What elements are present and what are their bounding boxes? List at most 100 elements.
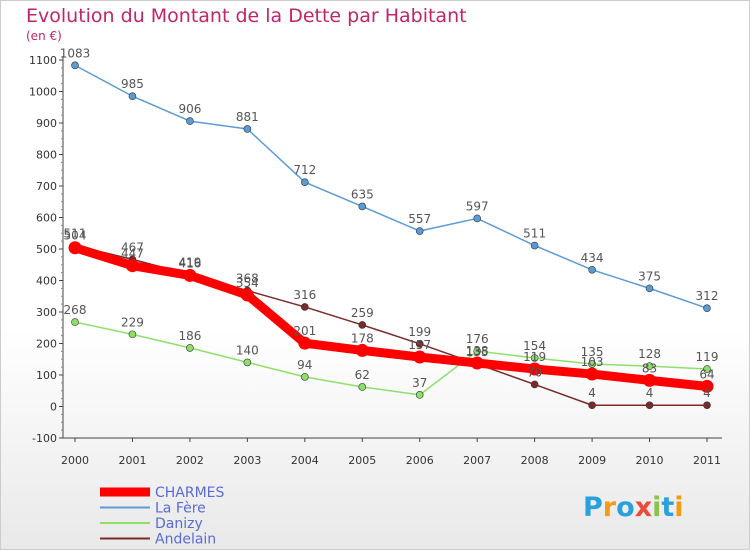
data-label: 368 — [236, 272, 259, 286]
data-point — [183, 268, 197, 282]
data-point — [528, 362, 542, 376]
data-point — [358, 202, 367, 211]
data-label: 985 — [121, 77, 144, 91]
data-label: 157 — [408, 338, 431, 352]
x-tick-label: 2000 — [61, 454, 89, 467]
data-point — [415, 340, 424, 348]
y-tick-label: 0 — [50, 401, 57, 414]
data-point — [643, 373, 657, 387]
data-point — [413, 350, 427, 364]
data-label: 259 — [351, 306, 374, 320]
data-label: 597 — [466, 199, 489, 213]
y-tick-label: 900 — [36, 117, 57, 130]
data-label: 1083 — [60, 46, 91, 60]
data-label: 375 — [638, 269, 661, 283]
legend-label: Andelain — [155, 532, 216, 548]
y-tick-label: 700 — [36, 180, 57, 193]
data-point — [355, 343, 369, 357]
x-tick-label: 2009 — [578, 454, 606, 467]
data-point — [703, 401, 711, 410]
data-point — [243, 358, 252, 367]
data-label: 434 — [581, 251, 604, 265]
data-label: 4 — [703, 386, 711, 400]
data-point — [645, 401, 654, 410]
data-label: 354 — [236, 276, 259, 290]
data-label: 178 — [351, 331, 374, 345]
data-point — [128, 92, 137, 101]
data-label: 416 — [178, 256, 201, 270]
data-point — [71, 318, 79, 326]
y-tick-label: 200 — [36, 338, 57, 351]
y-tick-label: 800 — [36, 149, 57, 162]
data-point — [125, 259, 139, 273]
x-tick-label: 2005 — [348, 454, 376, 467]
data-point — [700, 379, 714, 393]
data-point — [68, 241, 82, 255]
data-label: 4 — [588, 386, 596, 400]
data-label: 83 — [642, 361, 657, 375]
data-label: 511 — [523, 227, 546, 241]
data-point — [298, 336, 312, 350]
x-tick-label: 2002 — [176, 454, 204, 467]
data-label: 504 — [64, 229, 87, 243]
data-label: 119 — [696, 350, 719, 364]
y-tick-label: 600 — [36, 212, 57, 225]
data-label: 467 — [121, 240, 144, 254]
data-label: 62 — [355, 368, 370, 382]
proxiti-logo: Proxiti — [583, 492, 684, 523]
data-label: 103 — [581, 355, 604, 369]
data-point — [703, 304, 711, 313]
data-point — [186, 344, 194, 352]
data-label: 511 — [64, 227, 87, 241]
y-tick-label: 1100 — [29, 54, 57, 67]
data-point — [530, 354, 539, 362]
data-label: 138 — [466, 344, 489, 358]
data-point — [645, 362, 654, 370]
data-point — [473, 347, 481, 355]
axes: -100 0 100 200 300 400 500 600 700 800 900 1000 1100… — [29, 54, 722, 467]
data-label: 312 — [696, 289, 719, 303]
data-point — [588, 360, 596, 368]
data-label: 906 — [178, 102, 201, 116]
legend-label: La Fère — [155, 501, 206, 517]
data-label: 70 — [527, 365, 542, 379]
data-label: 4 — [646, 386, 654, 400]
data-label: 201 — [293, 324, 316, 338]
data-point — [301, 373, 309, 381]
data-label: 419 — [178, 256, 201, 270]
series-line — [74, 321, 708, 396]
legend-label: Danizy — [155, 516, 203, 532]
x-tick-label: 2010 — [636, 454, 664, 467]
series-line — [74, 64, 708, 309]
x-tick-label: 2008 — [521, 454, 549, 467]
data-label: 176 — [466, 332, 489, 346]
y-tick-label: 100 — [36, 369, 57, 382]
data-point — [703, 365, 711, 373]
data-point — [301, 303, 309, 311]
data-label: 37 — [412, 376, 427, 390]
x-tick-label: 2007 — [463, 454, 491, 467]
data-label: 881 — [236, 110, 259, 124]
x-tick-label: 2011 — [693, 454, 721, 467]
series-layer — [68, 61, 714, 410]
data-point — [71, 61, 79, 70]
data-label: 135 — [466, 345, 489, 359]
data-label: 447 — [121, 247, 144, 261]
data-point — [358, 383, 367, 391]
legend-label: CHARMES — [155, 485, 225, 501]
chart-title: Evolution du Montant de la Dette par Hab… — [26, 5, 467, 27]
x-tick-label: 2004 — [291, 454, 319, 467]
data-label: 712 — [293, 163, 316, 177]
data-point — [186, 117, 194, 125]
data-point — [358, 321, 367, 329]
data-point — [588, 265, 596, 274]
data-label: 316 — [293, 288, 316, 302]
data-label: 186 — [178, 329, 201, 343]
chart-subtitle: (en €) — [26, 29, 62, 43]
data-label: 635 — [351, 187, 374, 201]
data-label: 94 — [297, 358, 312, 372]
data-label: 128 — [638, 347, 661, 361]
series-line — [70, 243, 712, 391]
data-point — [473, 214, 481, 223]
